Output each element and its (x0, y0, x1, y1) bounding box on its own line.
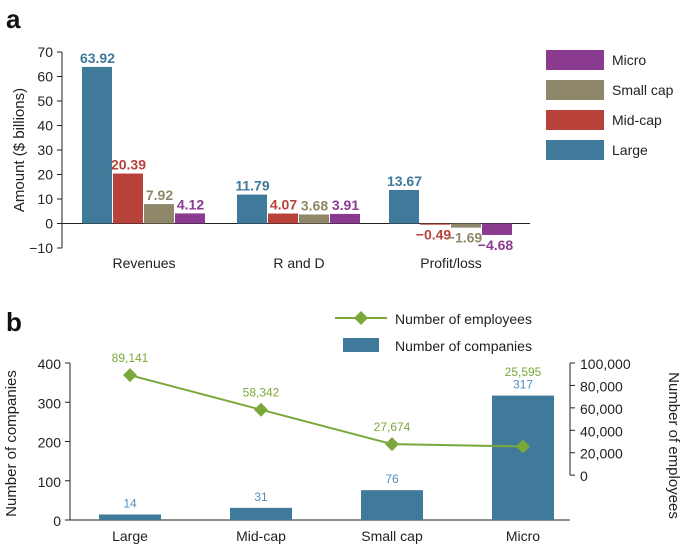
category-label: Mid-cap (236, 528, 286, 544)
right-y-tick-label: 20,000 (580, 446, 623, 462)
left-y-tick-label: 400 (38, 356, 62, 372)
employees-marker-large (123, 368, 137, 383)
panel-a-bars (82, 66, 512, 235)
legend-label-small-cap: Small cap (612, 82, 674, 98)
data-label-micro-profit-loss: −4.68 (478, 237, 514, 253)
data-label-large-revenues: 63.92 (80, 50, 115, 66)
y-tick-label: 10 (37, 191, 53, 207)
data-label-micro-revenues: 4.12 (177, 196, 204, 212)
bar-mid-cap-r-and-d (268, 213, 298, 224)
panel-b-legend: Number of employees Number of companies (335, 311, 532, 354)
y-tick-label: 40 (37, 118, 53, 134)
data-label-mid-cap-revenues: 20.39 (111, 157, 146, 173)
category-label: R and D (273, 255, 324, 271)
employees-marker-small-cap (385, 437, 399, 452)
legend-swatch-large (546, 140, 604, 160)
bar-large-revenues (82, 66, 112, 224)
legend-label-employees: Number of employees (395, 311, 532, 327)
right-y-tick-label: 80,000 (580, 378, 623, 394)
legend-label-micro: Micro (612, 52, 646, 68)
category-label: Small cap (361, 528, 423, 544)
panel-a-legend: Micro Small cap Mid-cap Large (546, 50, 674, 160)
data-label-large-profit-loss: 13.67 (387, 173, 422, 189)
employees-marker-mid-cap (254, 402, 268, 417)
y-tick-label: 20 (37, 167, 53, 183)
y-tick-label: 30 (37, 142, 53, 158)
company-bar-large (99, 514, 161, 520)
bar-micro-r-and-d (330, 213, 360, 224)
data-label-small-cap-profit-loss: −1.69 (447, 230, 483, 246)
right-y-tick-label: 100,000 (580, 356, 631, 372)
data-label-small-cap-r-and-d: 3.68 (301, 197, 328, 213)
left-y-tick-label: 200 (38, 435, 62, 451)
legend-label-companies: Number of companies (395, 338, 532, 354)
data-label-small-cap-revenues: 7.92 (146, 187, 173, 203)
legend-marker-employees (354, 311, 368, 325)
category-label: Profit/loss (420, 255, 481, 271)
y-tick-label: −10 (29, 240, 53, 256)
y-tick-label: 70 (37, 44, 53, 60)
panel-b-bars (99, 395, 554, 520)
bar-small-cap-r-and-d (299, 214, 329, 224)
bar-mid-cap-profit-loss (420, 223, 450, 225)
legend-label-mid-cap: Mid-cap (612, 112, 662, 128)
left-y-tick-label: 100 (38, 474, 62, 490)
employees-label-large: 89,141 (112, 351, 149, 365)
legend-swatch-mid-cap (546, 110, 604, 130)
employees-label-micro: 25,595 (505, 365, 542, 379)
left-y-tick-label: 0 (53, 513, 61, 529)
panel-a-data-labels: 63.92 20.397.924.12 11.794.07 3.68 3.91 13.67… (80, 50, 513, 253)
y-tick-label: 50 (37, 93, 53, 109)
company-count-label-mid-cap: 31 (254, 490, 268, 504)
employees-label-mid-cap: 58,342 (243, 386, 280, 400)
company-bar-micro (492, 395, 554, 520)
panel-b-label: b (6, 307, 22, 337)
left-y-tick-label: 300 (38, 395, 62, 411)
legend-swatch-companies (343, 338, 379, 352)
company-count-label-micro: 317 (513, 378, 533, 392)
category-label: Large (112, 528, 148, 544)
legend-swatch-small-cap (546, 80, 604, 100)
panel-b-axes: 0 100 200 300 400 0 20,000 40,000 60,000 80,000 10… (3, 356, 682, 544)
right-y-tick-label: 0 (580, 468, 588, 484)
company-count-label-small-cap: 76 (385, 472, 399, 486)
right-y-axis-title: Number of employees (665, 372, 682, 519)
panel-b-data-labels: 14 31 76 317 89,141 58,342 27,674 25,595 (112, 351, 542, 510)
company-bar-small-cap (361, 490, 423, 520)
employees-line (129, 374, 524, 448)
legend-label-large: Large (612, 142, 648, 158)
employees-label-small-cap: 27,674 (374, 420, 411, 434)
data-label-mid-cap-r-and-d: 4.07 (270, 197, 297, 213)
data-label-mid-cap-profit-loss: −0.49 (416, 227, 452, 243)
data-label-large-r-and-d: 11.79 (235, 178, 269, 194)
y-axis-title: Amount ($ billions) (11, 88, 28, 212)
bar-small-cap-profit-loss (451, 223, 481, 228)
legend-swatch-micro (546, 50, 604, 70)
data-label-micro-r-and-d: 3.91 (332, 197, 359, 213)
category-label: Revenues (112, 255, 175, 271)
company-count-label-large: 14 (123, 497, 137, 511)
panel-b-line (123, 368, 530, 454)
bar-small-cap-revenues (144, 204, 174, 224)
right-y-tick-label: 60,000 (580, 401, 623, 417)
bar-micro-revenues (175, 213, 205, 224)
right-y-tick-label: 40,000 (580, 423, 623, 439)
y-tick-label: 0 (45, 216, 53, 232)
bar-large-profit-loss (389, 190, 419, 224)
bar-mid-cap-revenues (113, 173, 143, 224)
employees-marker-micro (516, 439, 530, 454)
y-tick-label: 60 (37, 69, 53, 85)
bar-micro-profit-loss (482, 223, 512, 235)
panel-a-label: a (6, 4, 21, 34)
category-label: Micro (506, 528, 540, 544)
company-bar-mid-cap (230, 507, 292, 520)
bar-large-r-and-d (237, 194, 267, 224)
left-y-axis-title: Number of companies (3, 370, 20, 517)
